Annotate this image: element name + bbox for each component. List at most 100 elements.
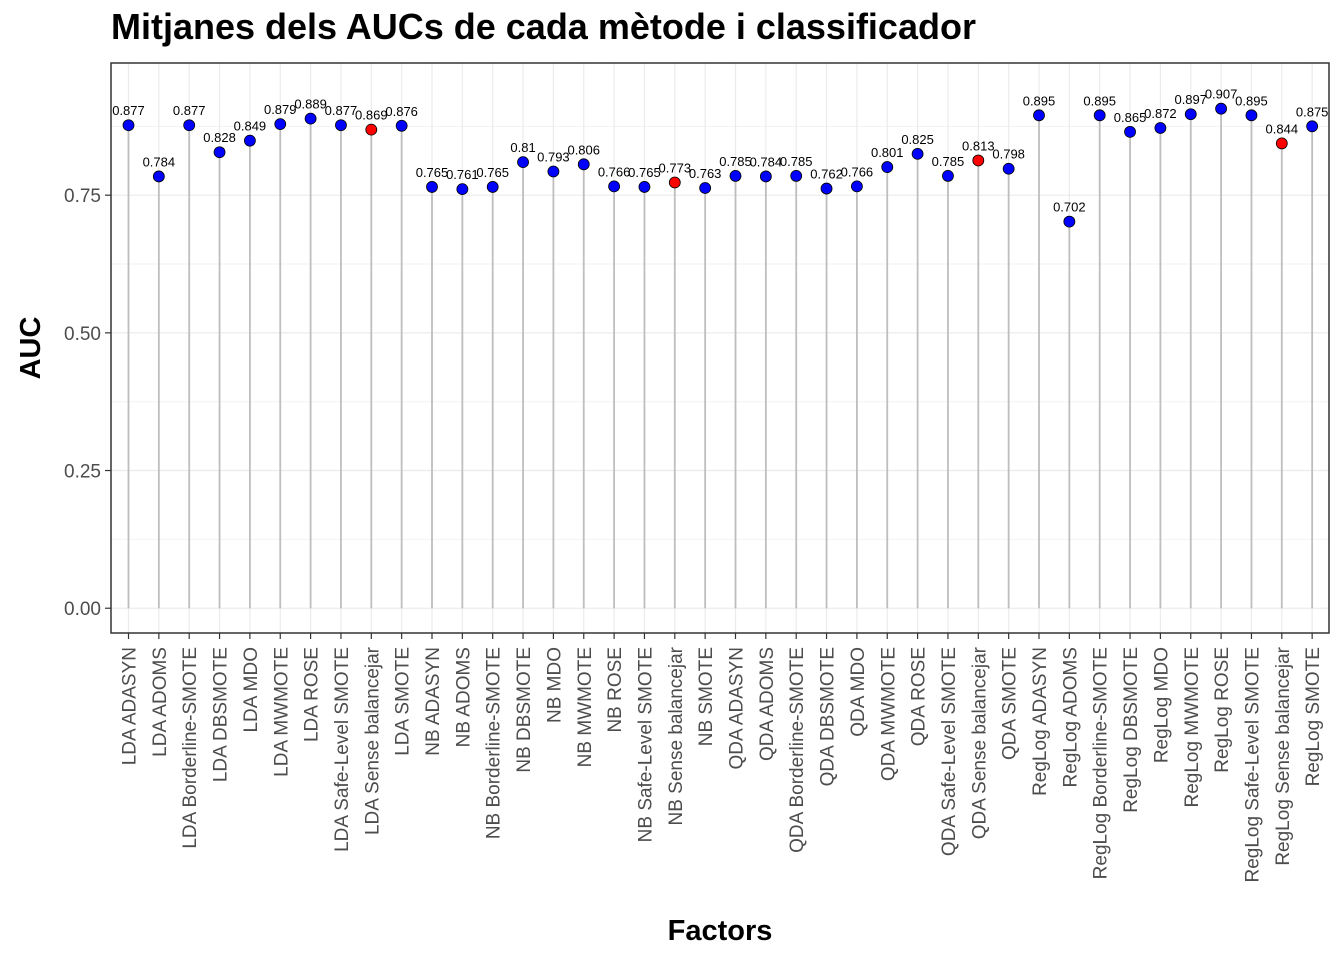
data-point <box>1002 162 1015 175</box>
x-tick-label: LDA Sense balancejar <box>362 646 383 835</box>
x-tick-label: NB ADOMS <box>453 647 474 747</box>
x-axis: LDA ADASYN LDA ADOMS LDA Borderline-SMOTE L… <box>120 633 1324 883</box>
x-tick-label: NB DBSMOTE <box>514 647 535 773</box>
x-tick-label: NB ADASYN <box>423 647 444 756</box>
x-tick-label: LDA MWMOTE <box>271 647 292 777</box>
data-label: 0.877 <box>173 103 206 118</box>
data-point <box>820 182 833 195</box>
data-point <box>426 181 438 193</box>
data-label: 0.897 <box>1174 92 1207 107</box>
data-label: 0.865 <box>1114 110 1147 125</box>
x-tick-label: QDA MWMOTE <box>878 647 899 781</box>
data-point <box>1245 109 1258 122</box>
data-label: 0.784 <box>750 154 783 169</box>
x-tick-label: LDA ADASYN <box>120 647 141 765</box>
data-point <box>1215 102 1227 115</box>
data-label: 0.766 <box>598 164 631 179</box>
x-tick-label: NB Borderline-SMOTE <box>484 647 505 839</box>
y-tick-label: 0.75 <box>64 186 101 207</box>
data-point <box>972 154 985 167</box>
chart-title: Mitjanes dels AUCs de cada mètode i clas… <box>111 6 976 47</box>
x-tick-label: QDA Borderline-SMOTE <box>787 647 808 853</box>
x-tick-label: RegLog Borderline-SMOTE <box>1091 647 1112 879</box>
x-tick-label: NB ROSE <box>605 647 626 733</box>
stems <box>127 108 1314 609</box>
x-tick-label: LDA MDO <box>241 647 262 733</box>
data-label: 0.879 <box>264 102 297 117</box>
x-tick-label: LDA DBSMOTE <box>211 647 232 782</box>
data-point <box>699 182 712 194</box>
data-label: 0.876 <box>385 104 418 119</box>
x-tick-label: NB MWMOTE <box>575 647 596 767</box>
data-label: 0.773 <box>659 161 692 176</box>
data-label: 0.81 <box>510 140 535 155</box>
data-label: 0.766 <box>841 164 874 179</box>
data-label: 0.801 <box>871 145 904 160</box>
data-point <box>1275 137 1288 150</box>
x-tick-label: QDA ADASYN <box>727 647 748 770</box>
y-axis-title: AUC <box>15 317 47 380</box>
data-point <box>243 134 256 147</box>
data-label: 0.869 <box>355 108 388 123</box>
x-tick-label: RegLog MDO <box>1151 647 1172 763</box>
data-label: 0.828 <box>203 130 236 145</box>
data-label: 0.702 <box>1053 200 1086 215</box>
data-point <box>486 181 499 193</box>
data-label: 0.895 <box>1083 93 1116 108</box>
data-label: 0.813 <box>962 138 995 153</box>
x-tick-label: RegLog Safe-Level SMOTE <box>1242 647 1263 883</box>
data-point <box>1154 122 1167 134</box>
data-point <box>577 158 590 171</box>
data-point <box>759 170 772 183</box>
data-label: 0.793 <box>537 149 570 164</box>
x-tick-label: RegLog ADOMS <box>1060 647 1081 787</box>
data-point <box>213 146 226 159</box>
data-point <box>152 170 165 183</box>
data-point <box>365 123 378 136</box>
data-point <box>942 169 954 182</box>
data-label: 0.875 <box>1296 104 1329 119</box>
data-label: 0.877 <box>112 103 145 118</box>
data-point <box>547 165 560 178</box>
data-label: 0.798 <box>992 147 1025 162</box>
x-tick-label: RegLog SMOTE <box>1303 647 1324 786</box>
data-label: 0.785 <box>719 154 752 169</box>
data-label: 0.889 <box>294 97 327 112</box>
data-point <box>183 119 196 132</box>
x-tick-label: RegLog MWMOTE <box>1182 647 1203 807</box>
data-label: 0.784 <box>143 154 176 169</box>
y-tick-label: 0.50 <box>64 324 101 345</box>
data-point <box>790 169 803 182</box>
x-tick-label: LDA Safe-Level SMOTE <box>332 647 353 852</box>
data-label: 0.765 <box>476 165 509 180</box>
data-point <box>668 176 681 189</box>
x-tick-label: NB MDO <box>544 647 565 723</box>
data-point <box>729 169 742 182</box>
x-tick-label: NB SMOTE <box>696 647 717 746</box>
x-tick-label: NB Safe-Level SMOTE <box>635 647 656 842</box>
data-point <box>608 180 620 193</box>
x-tick-label: RegLog Sense balancejar <box>1273 646 1294 865</box>
x-tick-label: QDA Safe-Level SMOTE <box>939 647 960 856</box>
x-tick-label: LDA Borderline-SMOTE <box>180 647 201 849</box>
data-point <box>122 119 135 132</box>
data-label: 0.785 <box>780 154 813 169</box>
data-label: 0.907 <box>1205 87 1238 102</box>
x-tick-label: QDA SMOTE <box>1000 647 1021 760</box>
data-point <box>456 183 469 196</box>
data-point <box>638 181 651 193</box>
data-point <box>911 147 924 160</box>
data-point <box>1306 120 1319 133</box>
data-point <box>335 119 347 132</box>
data-label: 0.849 <box>234 119 267 134</box>
data-point <box>1063 215 1076 228</box>
data-point <box>1093 109 1106 122</box>
data-point <box>1124 125 1136 138</box>
x-tick-label: LDA ROSE <box>302 647 323 742</box>
grid-lines <box>111 63 1329 633</box>
y-tick-label: 0.25 <box>64 462 101 483</box>
data-point <box>274 118 287 131</box>
x-tick-label: QDA DBSMOTE <box>818 647 839 786</box>
data-label: 0.762 <box>810 167 843 182</box>
